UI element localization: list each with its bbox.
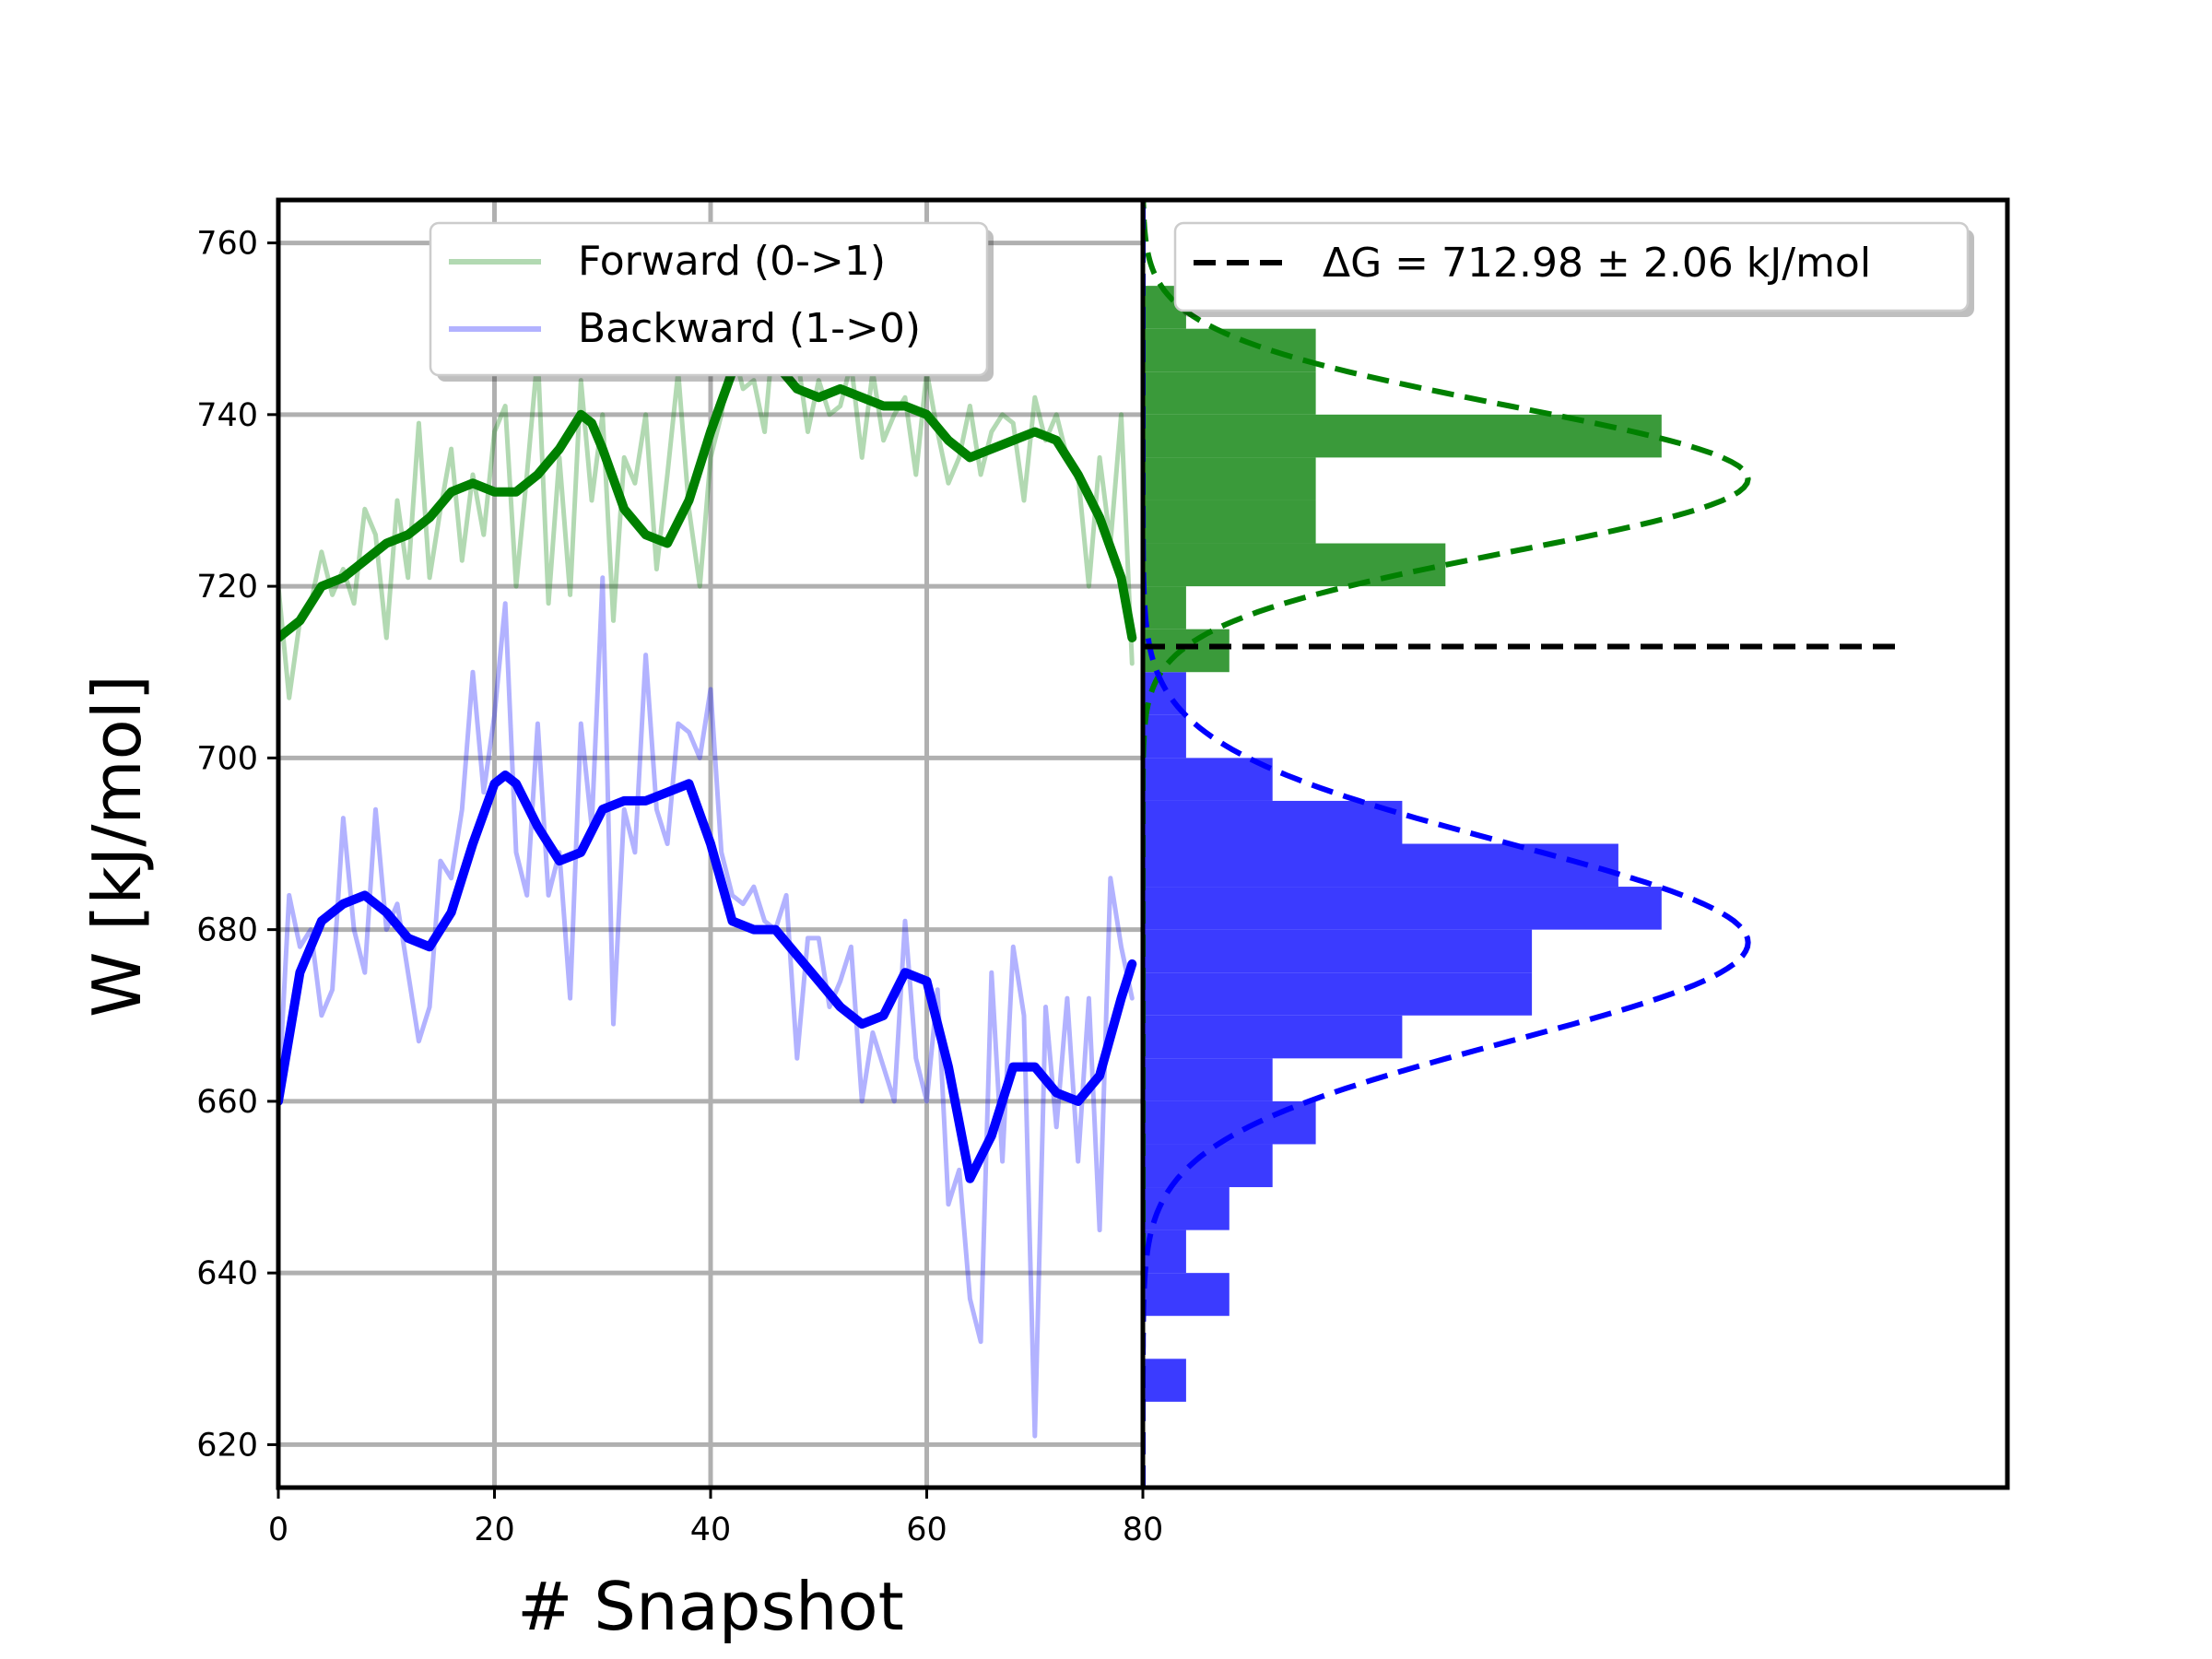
histogram-bars <box>1143 286 1662 1402</box>
legend-box <box>1173 221 1970 312</box>
backward-smoothed-line <box>278 771 1137 1183</box>
y-tick-label: 720 <box>196 569 258 606</box>
y-axis-label: W [kJ/mol] <box>78 675 156 1018</box>
x-tick-label: 20 <box>474 1512 515 1548</box>
x-axis-label: # Snapshot <box>517 1568 904 1645</box>
backward-histogram-bar <box>1143 758 1273 801</box>
series-legend: Forward (0->1) Backward (1->0) <box>429 221 994 382</box>
x-tick-label: 80 <box>1123 1512 1164 1548</box>
forward-histogram-bar <box>1143 500 1316 544</box>
backward-histogram-bar <box>1143 800 1403 844</box>
legend-forward-label: Forward (0->1) <box>578 238 886 285</box>
x-axis-ticks: 0 20 40 60 80 <box>268 1488 1163 1548</box>
work-series-lines <box>278 309 1137 1439</box>
forward-raw-line <box>278 309 1135 700</box>
x-tick-label: 40 <box>690 1512 732 1548</box>
forward-histogram-bar <box>1143 629 1230 673</box>
y-tick-label: 760 <box>196 226 258 263</box>
backward-histogram-bar <box>1143 972 1533 1016</box>
forward-histogram-bar <box>1143 543 1446 587</box>
y-tick-label: 700 <box>196 740 258 777</box>
x-tick-label: 0 <box>268 1512 288 1548</box>
forward-histogram-bar <box>1143 457 1316 500</box>
y-tick-label: 680 <box>196 912 258 949</box>
y-tick-label: 620 <box>196 1427 258 1464</box>
forward-histogram-bar <box>1143 371 1316 415</box>
legend-delta-g-label: ΔG = 712.98 ± 2.06 kJ/mol <box>1323 240 1871 287</box>
y-axis-ticks: 620 640 660 680 700 720 740 760 <box>196 226 278 1464</box>
delta-g-legend: ΔG = 712.98 ± 2.06 kJ/mol <box>1173 221 1974 317</box>
legend-box <box>429 221 989 377</box>
y-tick-label: 660 <box>196 1084 258 1121</box>
forward-histogram-bar <box>1143 586 1186 629</box>
backward-raw-line <box>278 575 1135 1439</box>
backward-histogram-bar <box>1143 1015 1403 1059</box>
backward-histogram-bar <box>1143 714 1186 759</box>
x-tick-label: 60 <box>906 1512 947 1548</box>
backward-histogram-bar <box>1143 843 1618 888</box>
work-distribution-panel <box>1140 197 2010 1490</box>
legend-backward-label: Backward (1->0) <box>578 305 921 352</box>
y-tick-label: 740 <box>196 397 258 434</box>
forward-smoothed-line <box>278 341 1137 642</box>
backward-histogram-bar <box>1143 1359 1186 1402</box>
backward-histogram-bar <box>1143 887 1662 930</box>
backward-histogram-bar <box>1143 1144 1273 1188</box>
backward-histogram-bar <box>1143 1058 1273 1101</box>
backward-histogram-bar <box>1143 929 1533 973</box>
y-tick-label: 640 <box>196 1255 258 1292</box>
backward-histogram-bar <box>1143 1273 1230 1316</box>
right-axes-frame <box>1140 197 2010 1490</box>
